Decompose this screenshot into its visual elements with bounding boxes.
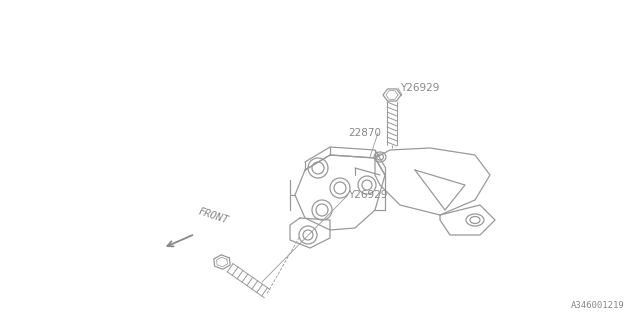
Text: Y26929: Y26929 [348, 190, 387, 200]
Text: FRONT: FRONT [197, 207, 230, 226]
Text: 22870: 22870 [348, 128, 381, 138]
Text: A346001219: A346001219 [572, 301, 625, 310]
Text: Y26929: Y26929 [400, 83, 440, 93]
